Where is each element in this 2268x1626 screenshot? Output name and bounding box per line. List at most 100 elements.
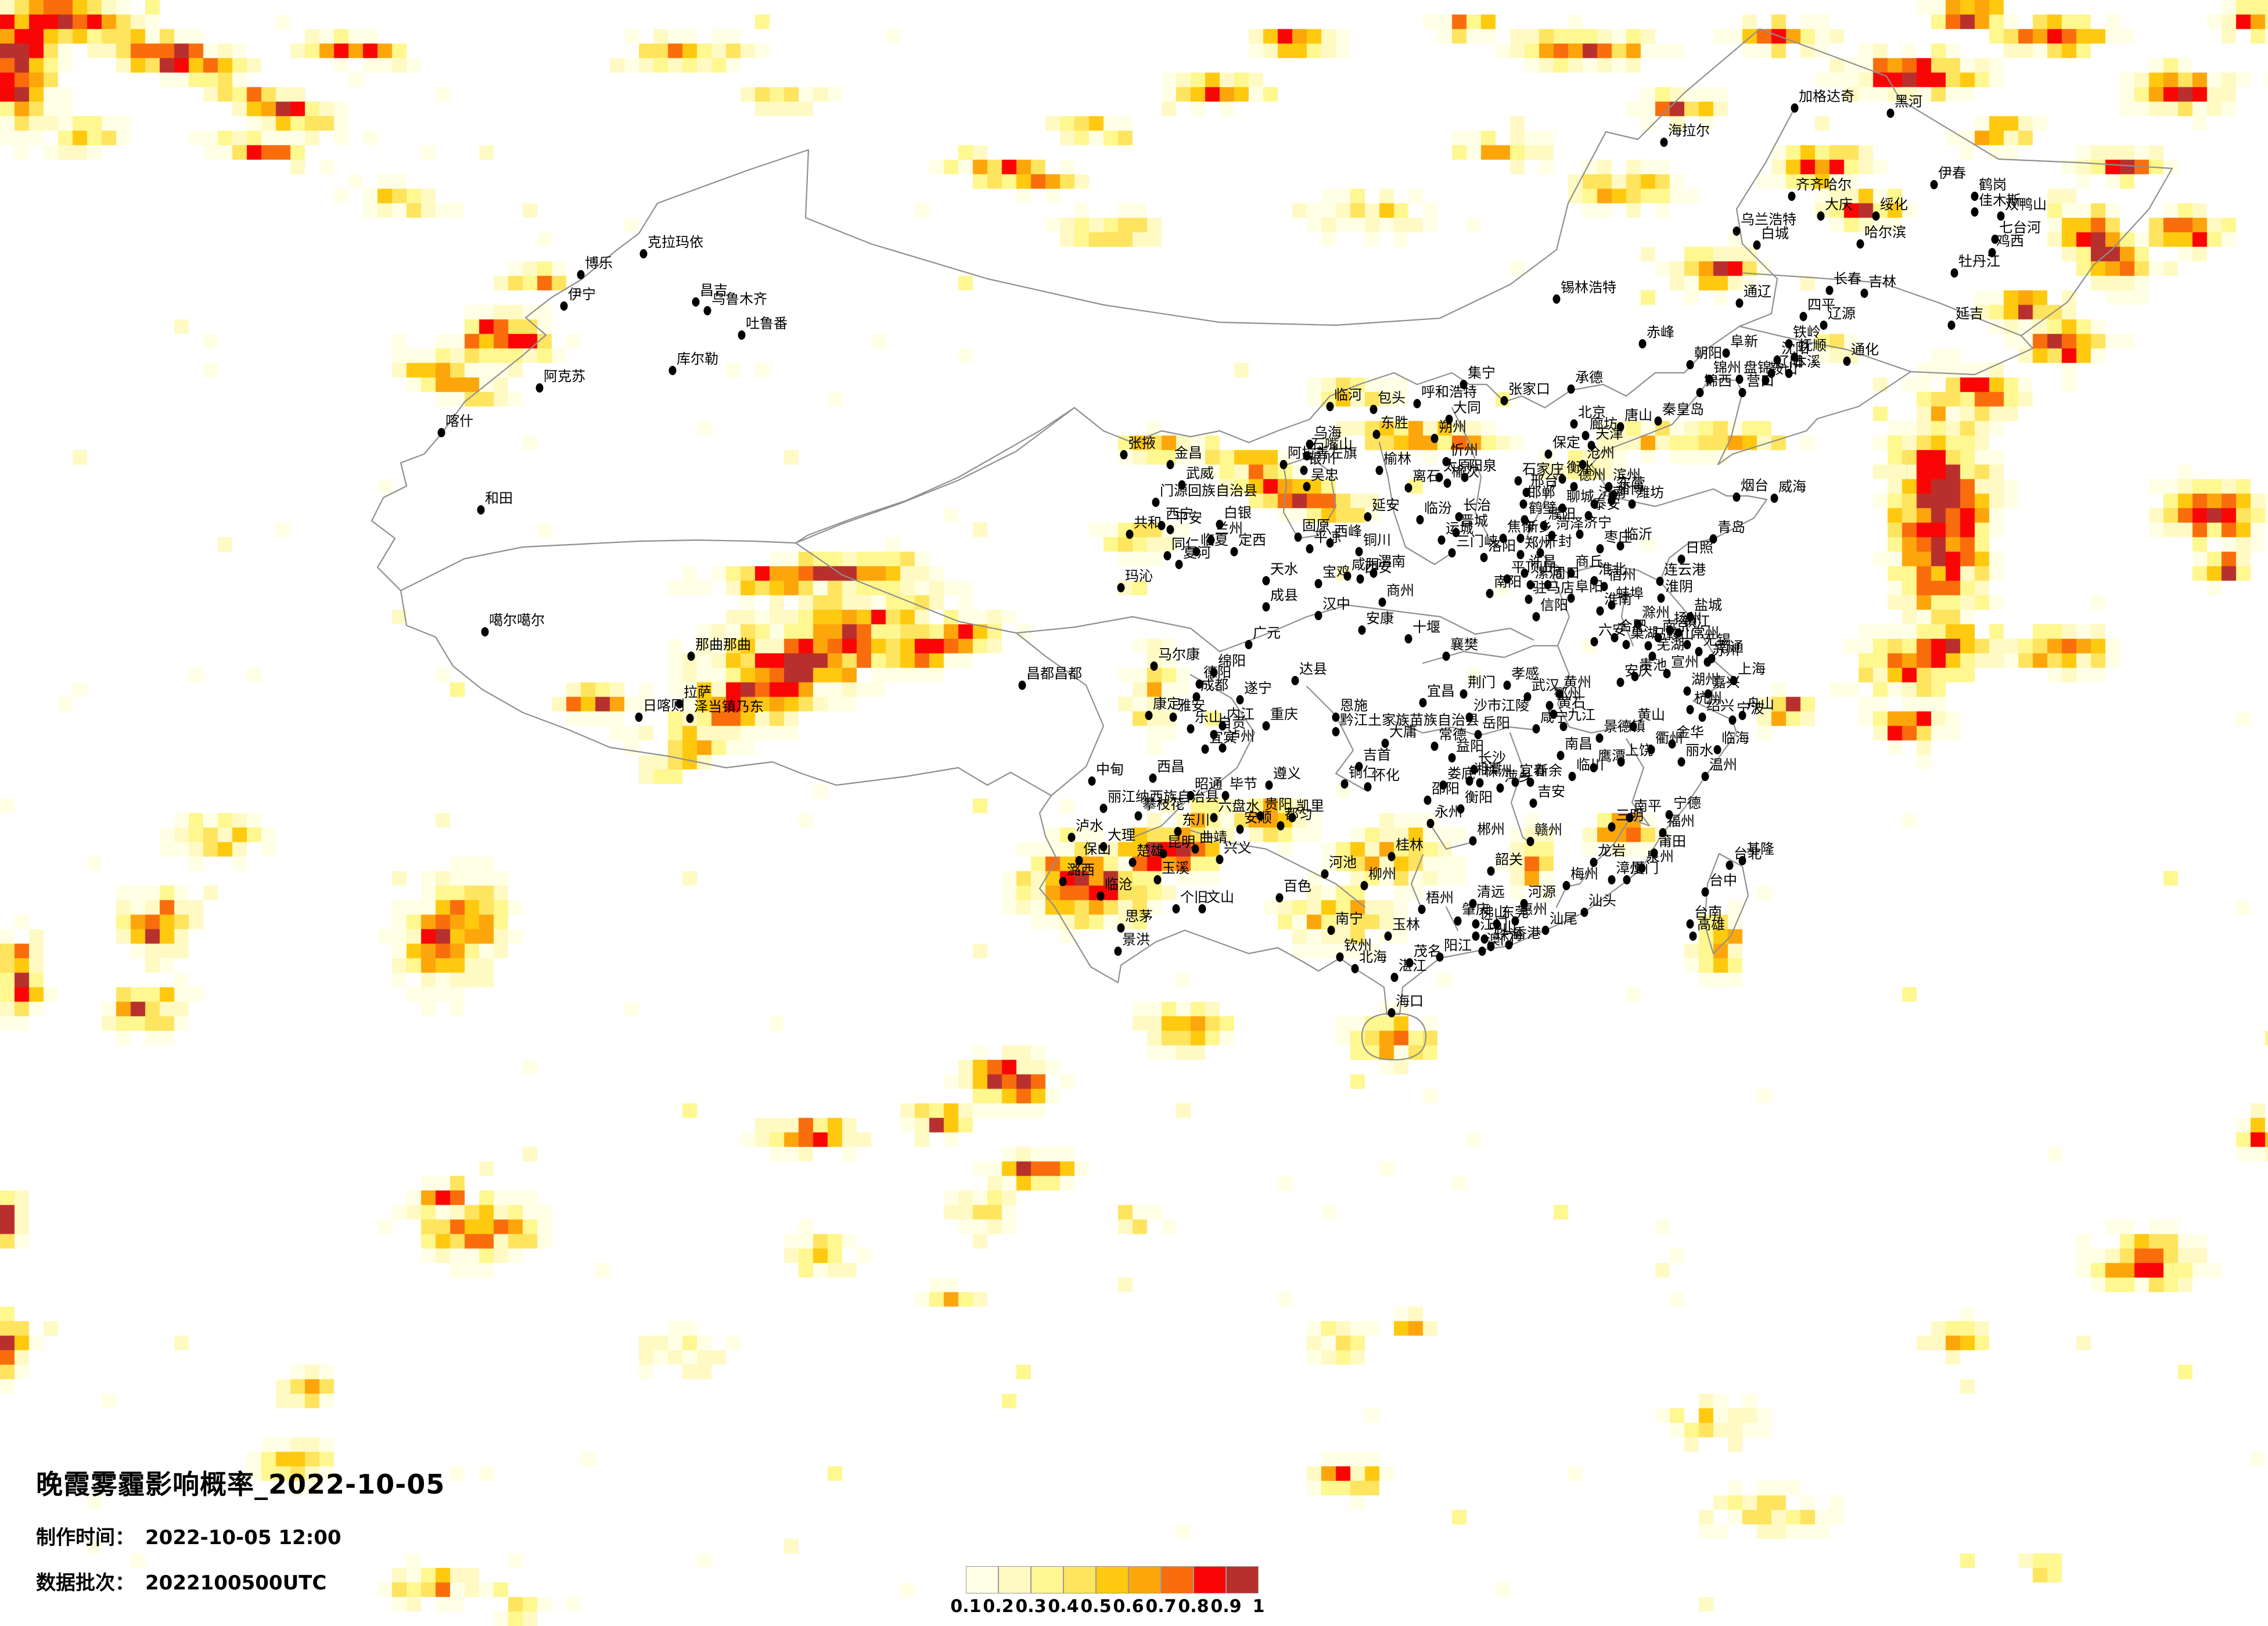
city-label: 商州 xyxy=(1386,582,1414,599)
city-label: 常州 xyxy=(1691,625,1719,641)
city-dot xyxy=(1437,535,1446,545)
city-label: 盘锦 xyxy=(1744,359,1771,376)
city-label: 恩施 xyxy=(1340,697,1368,714)
city-label: 温州 xyxy=(1709,757,1737,773)
city-dot xyxy=(1590,576,1598,585)
city-label: 共和 xyxy=(1134,515,1162,531)
city-dot xyxy=(1117,583,1125,592)
city-dot xyxy=(1817,211,1825,221)
city-dot xyxy=(1541,926,1550,935)
city-label: 淄博 xyxy=(1616,481,1644,497)
city-label: 舟山 xyxy=(1746,696,1774,712)
city-label: 蚌埠 xyxy=(1616,585,1644,602)
city-label: 西昌 xyxy=(1157,758,1185,775)
city-dot xyxy=(1567,569,1575,578)
map-title: 晚霞雾霾影响概率_2022-10-05 xyxy=(36,1469,445,1500)
city-label: 曲靖 xyxy=(1199,829,1227,846)
legend-tick-label: 0.8 xyxy=(1178,1596,1209,1617)
city-dot xyxy=(1708,654,1716,663)
city-label: 榆林 xyxy=(1383,451,1411,467)
city-dot xyxy=(1505,940,1513,949)
city-label: 保定 xyxy=(1552,434,1580,451)
city-dot xyxy=(1460,689,1468,699)
city-dot xyxy=(1616,422,1624,431)
city-dot xyxy=(1262,721,1270,731)
city-dot xyxy=(1265,780,1273,790)
city-label: 怀化 xyxy=(1372,767,1400,783)
city-label: 本溪 xyxy=(1793,354,1821,370)
city-dot xyxy=(1153,875,1162,884)
city-dot xyxy=(560,301,568,311)
city-dot xyxy=(1709,534,1717,544)
city-label: 驻马店 xyxy=(1533,580,1575,596)
city-dot xyxy=(1648,652,1656,661)
city-label: 喀什 xyxy=(445,413,473,429)
city-label: 武汉 xyxy=(1532,677,1559,693)
city-dot xyxy=(1364,512,1372,521)
city-dot xyxy=(1230,547,1238,556)
city-dot xyxy=(1631,672,1639,681)
city-dot xyxy=(1150,661,1158,671)
city-label: 丽江纳西族自治县 xyxy=(1108,789,1219,805)
city-dot xyxy=(1370,405,1378,414)
city-dot xyxy=(1372,430,1381,439)
city-label: 伊春 xyxy=(1938,165,1966,181)
city-dot xyxy=(1404,634,1412,643)
city-label: 朝阳 xyxy=(1694,345,1722,361)
inner-border xyxy=(1015,604,1534,653)
city-dot xyxy=(1210,730,1218,739)
city-dot xyxy=(1163,551,1171,560)
city-dot xyxy=(1294,533,1302,542)
city-label: 噶尔噶尔 xyxy=(489,612,545,628)
city-dot xyxy=(1413,399,1421,408)
city-label: 楚雄 xyxy=(1137,843,1164,859)
national-outline xyxy=(371,28,2173,1016)
city-dot xyxy=(1767,369,1775,378)
city-label: 许昌 xyxy=(1529,553,1557,570)
city-dot xyxy=(1558,474,1566,484)
city-label: 海口 xyxy=(1396,993,1424,1009)
city-dot xyxy=(1785,369,1793,378)
city-dot xyxy=(1126,530,1134,539)
inner-border xyxy=(1410,823,1474,931)
city-dot xyxy=(1465,713,1473,722)
city-dot xyxy=(1733,492,1741,502)
city-label: 肇庆 xyxy=(1462,901,1490,918)
city-dot xyxy=(1555,689,1563,699)
city-label: 赣州 xyxy=(1534,822,1562,838)
city-dot xyxy=(1406,958,1414,967)
city-dot xyxy=(1426,819,1435,828)
city-label: 商丘 xyxy=(1575,553,1603,570)
city-label: 清远 xyxy=(1477,884,1505,900)
city-dot xyxy=(1728,715,1737,725)
city-label: 济南 xyxy=(1598,484,1626,501)
city-label: 乌鲁木齐 xyxy=(711,291,767,307)
city-label: 洛阳 xyxy=(1488,538,1516,554)
city-dot xyxy=(1198,904,1206,913)
city-label: 凯里 xyxy=(1296,798,1324,814)
city-label: 泸水 xyxy=(1076,818,1104,834)
city-label: 烟台 xyxy=(1741,477,1769,494)
city-dot xyxy=(1384,931,1392,941)
city-label: 固原 xyxy=(1302,517,1330,534)
city-dot xyxy=(1733,226,1741,236)
city-label: 成都 xyxy=(1201,677,1228,693)
city-label: 运城 xyxy=(1446,520,1473,537)
city-dot xyxy=(1088,776,1096,786)
city-label: 金华 xyxy=(1676,724,1704,740)
city-label: 基隆 xyxy=(1746,841,1774,857)
city-dot xyxy=(1503,681,1511,690)
city-dot xyxy=(1696,388,1704,397)
city-dot xyxy=(1567,384,1575,394)
city-label: 石家庄 xyxy=(1522,461,1564,477)
city-dot xyxy=(1674,628,1683,638)
city-dot xyxy=(1663,669,1671,678)
city-dot xyxy=(1522,488,1530,497)
city-dot xyxy=(1587,441,1595,450)
legend-tick-label: 0.5 xyxy=(1080,1596,1112,1617)
city-dot xyxy=(1843,357,1851,366)
city-dot xyxy=(1303,482,1311,491)
city-label: 珠海 xyxy=(1495,927,1523,943)
city-dot xyxy=(1611,633,1619,642)
city-dot xyxy=(1695,647,1703,656)
